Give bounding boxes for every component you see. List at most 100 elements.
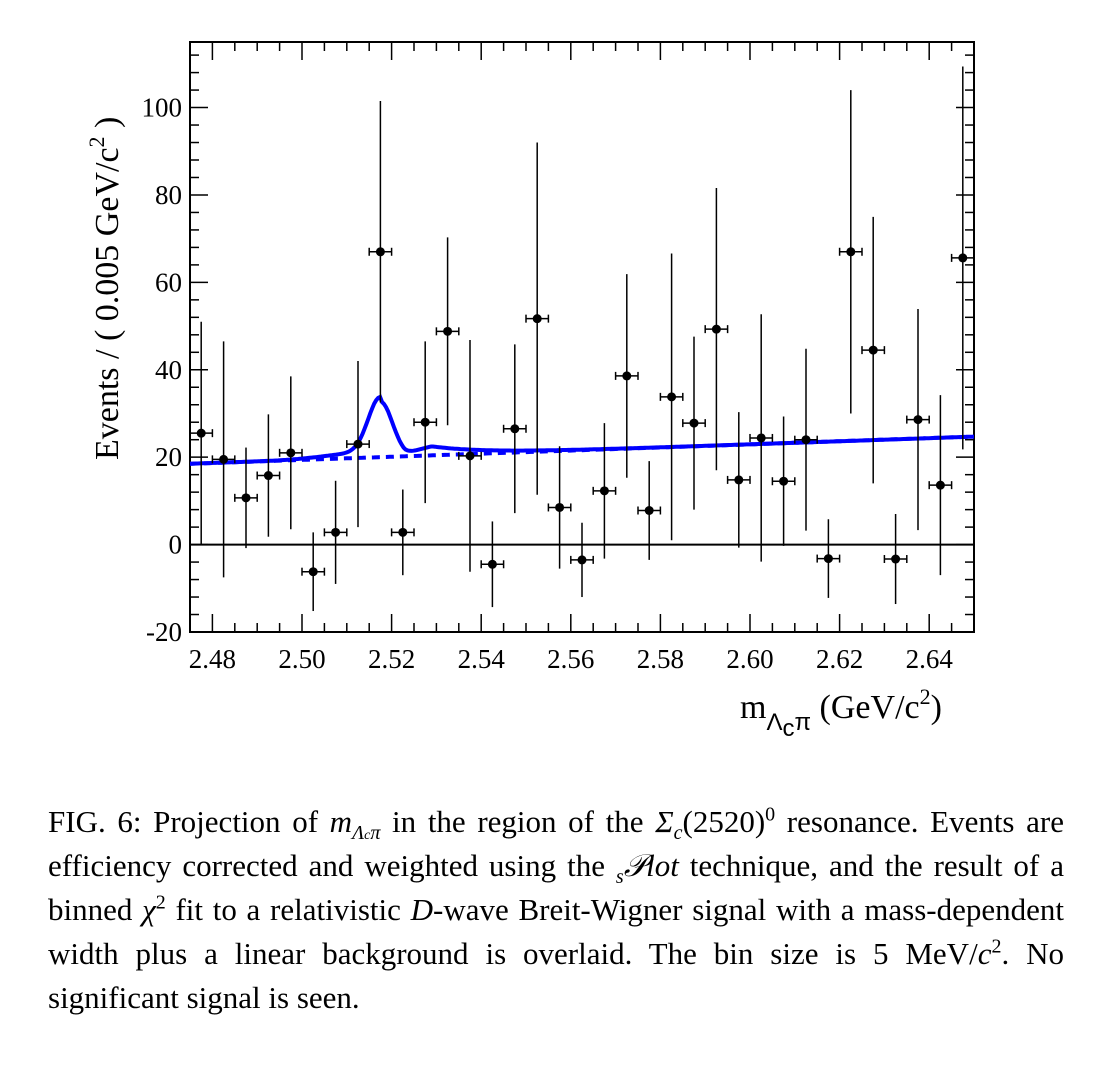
caption-splot-s: s: [615, 866, 624, 889]
point-marker: [286, 448, 296, 458]
caption-sup: 2: [991, 935, 1002, 958]
data-point: [659, 253, 684, 541]
caption-splot-p: 𝒫: [623, 848, 647, 883]
point-marker: [398, 527, 408, 537]
data-point: [861, 216, 886, 484]
caption-sup: 0: [765, 803, 776, 826]
data-point: [592, 423, 617, 559]
x-tick-label: 2.54: [458, 644, 506, 674]
point-marker: [913, 415, 923, 425]
plot-frame: [189, 41, 975, 633]
caption-math-sigma: Σ: [655, 804, 674, 839]
caption-text: in the region of the: [380, 804, 656, 839]
point-marker: [308, 567, 318, 577]
point-marker: [241, 493, 251, 503]
data-point: [256, 414, 281, 537]
caption-math-c2: c: [977, 936, 992, 971]
data-point: [614, 274, 639, 478]
caption-math-lambda: Λ: [352, 822, 365, 845]
caption-text: fit to a relativistic: [165, 892, 411, 927]
data-point: [906, 309, 930, 531]
data-point: [346, 361, 370, 528]
data-point: [458, 340, 482, 572]
y-tick-label: 20: [155, 442, 182, 472]
data-point: [413, 341, 438, 504]
point-marker: [756, 433, 766, 443]
caption-math-chi: χ: [142, 892, 156, 927]
point-marker: [868, 345, 878, 355]
caption-splot-lot: lot: [646, 848, 679, 883]
data-point: [301, 532, 326, 612]
point-marker: [644, 506, 654, 516]
point-marker: [555, 502, 565, 512]
data-point: [794, 348, 818, 531]
caption-math-m: m: [329, 804, 353, 839]
data-point: [480, 521, 505, 608]
caption-math-c: c: [364, 828, 371, 844]
data-point: [435, 237, 460, 426]
point-marker: [465, 451, 475, 461]
point-marker: [779, 476, 789, 486]
x-tick-label: 2.48: [189, 644, 236, 674]
point-marker: [667, 392, 677, 402]
x-tick-label: 2.56: [547, 644, 594, 674]
data-point: [682, 336, 706, 510]
data-point: [816, 519, 841, 598]
x-tick-labels: 2.48 2.50 2.52 2.54 2.56 2.58 2.60 2.62 2.64: [189, 644, 954, 674]
data-point: [704, 187, 729, 471]
data-point: [838, 90, 863, 414]
caption-sup: 2: [155, 891, 166, 914]
data-point: [749, 314, 774, 562]
point-marker: [375, 247, 385, 257]
data-point: [570, 522, 594, 598]
data-point: [525, 142, 550, 495]
y-tick-label: 0: [169, 530, 183, 560]
caption-text: (2520): [682, 804, 766, 839]
caption-math-d: D: [410, 892, 433, 927]
caption-text: technique, and the result of a binned: [48, 848, 1064, 927]
data-points: [189, 66, 975, 612]
point-marker: [263, 471, 273, 481]
point-marker: [532, 314, 542, 324]
point-marker: [420, 417, 430, 427]
point-marker: [958, 253, 968, 263]
point-marker: [622, 371, 632, 381]
point-marker: [689, 418, 699, 428]
data-point: [950, 66, 975, 450]
data-point: [928, 395, 953, 576]
caption-figure-label: FIG. 6:: [48, 804, 142, 839]
plot: 2.48 2.50 2.52 2.54 2.56 2.58 2.60 2.62 2.64 -20…: [84, 41, 975, 742]
y-tick-label: -20: [146, 617, 182, 647]
data-point: [502, 344, 527, 514]
figure: 2.48 2.50 2.52 2.54 2.56 2.58 2.60 2.62 2.64 -20…: [84, 41, 975, 742]
point-marker: [599, 486, 609, 496]
data-point: [637, 461, 662, 560]
point-marker: [196, 428, 206, 438]
point-marker: [577, 555, 587, 565]
point-marker: [846, 247, 856, 257]
point-marker: [891, 554, 901, 564]
caption-text: . No significant signal is seen.: [48, 936, 1064, 1015]
point-marker: [353, 439, 363, 449]
y-axis-title: Events / ( 0.005 GeV/c2 ): [84, 117, 126, 460]
data-point: [234, 447, 258, 549]
figure-caption: FIG. 6: Projection of mΛcπ in the region…: [48, 800, 1064, 1020]
y-tick-label: 60: [155, 267, 182, 297]
y-tick-label: 80: [155, 180, 182, 210]
point-marker: [935, 480, 945, 490]
x-tick-label: 2.52: [368, 644, 415, 674]
y-tick-labels: -20 0 20 40 60 80 100: [142, 93, 183, 647]
data-point: [883, 514, 908, 605]
caption-math-pi: π: [370, 822, 381, 845]
caption-text: -wave Breit-Wigner signal with a mass-de…: [48, 892, 1064, 971]
caption-math-sigma-sub: c: [673, 822, 683, 845]
y-tick-label: 100: [142, 93, 183, 123]
point-marker: [801, 435, 811, 445]
data-point: [368, 101, 393, 403]
data-point: [211, 341, 236, 578]
caption-text: resonance. Events are efficiency correct…: [48, 804, 1064, 883]
x-tick-label: 2.60: [726, 644, 773, 674]
point-marker: [487, 559, 497, 569]
x-tick-label: 2.62: [816, 644, 863, 674]
data-point: [726, 412, 751, 548]
